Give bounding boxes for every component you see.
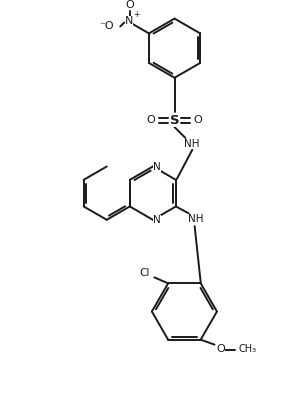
Text: Cl: Cl	[139, 268, 150, 278]
Text: CH₃: CH₃	[239, 344, 257, 354]
Text: NH: NH	[183, 139, 199, 149]
Text: +: +	[133, 10, 139, 19]
Text: N: N	[153, 215, 161, 225]
Text: NH: NH	[188, 214, 203, 224]
Text: N: N	[153, 161, 161, 171]
Text: O: O	[126, 0, 135, 10]
Text: O: O	[147, 115, 155, 125]
Text: S: S	[170, 114, 179, 127]
Text: O: O	[216, 344, 225, 354]
Text: ⁻O: ⁻O	[99, 21, 114, 31]
Text: O: O	[194, 115, 202, 125]
Text: N: N	[125, 15, 133, 25]
